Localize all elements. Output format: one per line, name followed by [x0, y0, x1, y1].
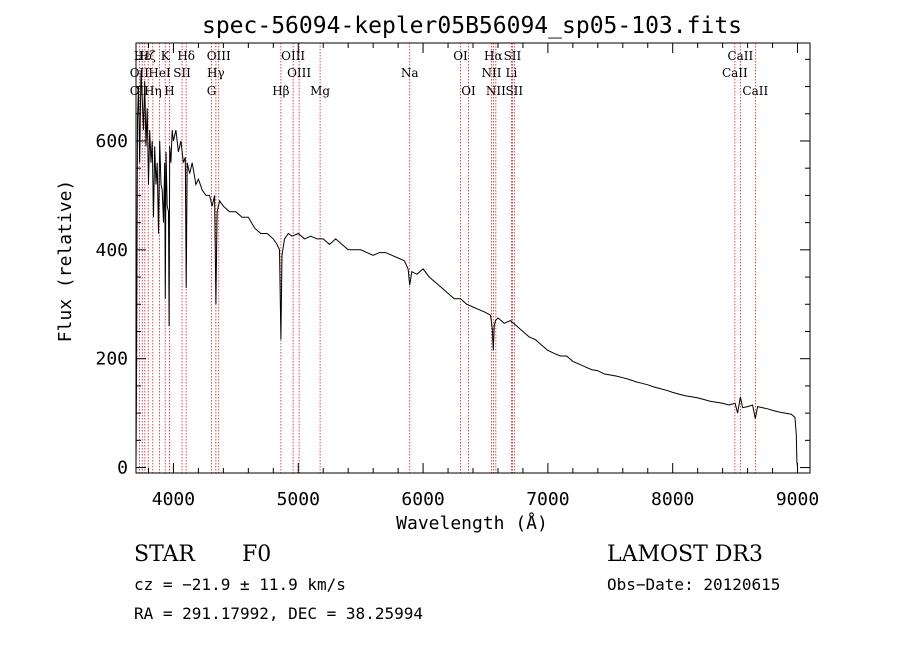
line-label: Na [401, 66, 419, 80]
line-label: SII [504, 49, 522, 63]
line-label: OIII [207, 49, 231, 63]
survey-name: LAMOST DR3 [607, 542, 763, 567]
spectral-subclass: F0 [242, 542, 271, 567]
line-label: Hη [144, 84, 162, 98]
observation-date: Obs−Date: 20120615 [607, 575, 780, 594]
line-label: CaII [727, 49, 753, 63]
chart-title: spec-56094-kepler05B56094_sp05-103.fits [202, 13, 742, 39]
ra-dec-coordinates: RA = 291.17992, DEC = 38.25994 [134, 604, 423, 623]
line-label: Hγ [207, 66, 225, 80]
line-label: SII [173, 66, 191, 80]
line-label: H [164, 84, 174, 98]
line-label: OI [453, 49, 468, 63]
spectrum-line [135, 70, 798, 467]
x-tick-label: 8000 [651, 489, 694, 510]
line-label: CaII [722, 66, 748, 80]
line-label: G [207, 84, 217, 98]
line-label: OIII [287, 66, 311, 80]
y-tick-label: 400 [95, 240, 128, 261]
line-label: OIII [281, 49, 305, 63]
object-type: STAR [134, 542, 196, 567]
plot-frame [135, 42, 811, 474]
line-label: Hδ [177, 49, 195, 63]
line-label: OII [130, 66, 150, 80]
line-label: Mg [310, 84, 330, 98]
line-label: CaII [742, 84, 768, 98]
x-tick-label: 5000 [277, 489, 320, 510]
y-tick-label: 600 [95, 131, 128, 152]
line-markers [138, 43, 756, 473]
x-axis-label: Wavelength (Å) [396, 512, 548, 534]
line-label: Hβ [272, 84, 289, 98]
line-label: Hζ [139, 49, 156, 63]
x-tick-label: 9000 [776, 489, 819, 510]
line-label: Li [506, 66, 518, 80]
x-tick-label: 7000 [526, 489, 569, 510]
x-axis: 4000 5000 6000 7000 8000 9000 [147, 43, 819, 510]
y-axis-label: Flux (relative) [55, 180, 76, 343]
line-label: Hα [484, 49, 503, 63]
y-tick-label: 0 [117, 458, 128, 479]
x-tick-label: 4000 [152, 489, 195, 510]
line-label: K [161, 49, 171, 63]
y-axis: 0 200 400 600 [95, 58, 810, 479]
line-label: SII [505, 84, 523, 98]
line-label: NII [486, 84, 506, 98]
line-label: OI [461, 84, 476, 98]
line-label: NII [481, 66, 501, 80]
y-tick-label: 200 [95, 349, 128, 370]
redshift-cz: cz = −21.9 ± 11.9 km/s [134, 575, 346, 594]
line-label: HeI [148, 66, 171, 80]
x-tick-label: 6000 [401, 489, 444, 510]
